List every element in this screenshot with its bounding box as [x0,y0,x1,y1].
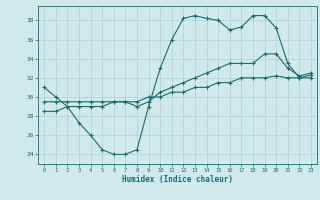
X-axis label: Humidex (Indice chaleur): Humidex (Indice chaleur) [122,175,233,184]
